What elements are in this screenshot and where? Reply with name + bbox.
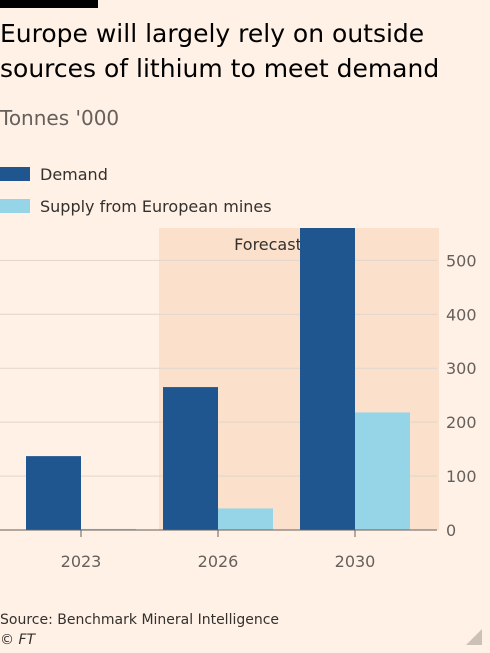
copyright-note: © FT xyxy=(0,632,36,648)
bar-supply-2030 xyxy=(355,412,410,530)
legend-swatch-supply xyxy=(0,199,30,213)
x-tick-label-2030: 2030 xyxy=(335,552,376,571)
bar-demand-2023 xyxy=(26,456,81,530)
y-tick-label-100: 100 xyxy=(446,467,477,486)
y-tick-label-400: 400 xyxy=(446,305,477,324)
legend-item-demand: Demand xyxy=(0,158,272,190)
legend-label-demand: Demand xyxy=(40,164,108,184)
forecast-label: Forecast xyxy=(234,235,302,254)
chart-title: Europe will largely rely on outside sour… xyxy=(0,19,440,83)
legend-label-supply: Supply from European mines xyxy=(40,196,272,216)
y-tick-label-300: 300 xyxy=(446,359,477,378)
bar-supply-2026 xyxy=(218,508,273,530)
bar-demand-2030 xyxy=(300,228,355,530)
y-tick-label-0: 0 xyxy=(446,521,456,540)
bar-demand-2026 xyxy=(163,387,218,530)
y-tick-label-200: 200 xyxy=(446,413,477,432)
brand-bar xyxy=(0,0,98,8)
x-tick-label-2026: 2026 xyxy=(198,552,239,571)
legend-swatch-demand xyxy=(0,167,30,181)
bar-supply-2023 xyxy=(81,528,136,530)
y-tick-label-500: 500 xyxy=(446,251,477,270)
chart-subtitle: Tonnes '000 xyxy=(0,106,120,130)
x-tick-label-2023: 2023 xyxy=(61,552,102,571)
corner-mark xyxy=(466,629,482,645)
legend-item-supply: Supply from European mines xyxy=(0,190,272,222)
legend: Demand Supply from European mines xyxy=(0,158,272,222)
source-note: Source: Benchmark Mineral Intelligence xyxy=(0,612,280,628)
